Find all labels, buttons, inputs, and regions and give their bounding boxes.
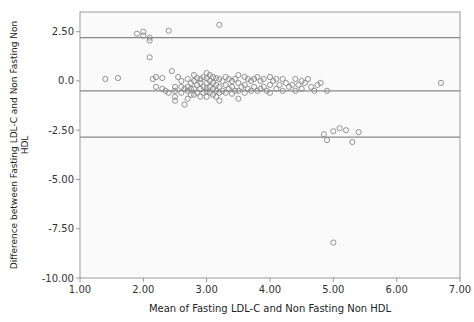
point	[134, 31, 139, 36]
x-tick	[143, 278, 144, 282]
reference-line	[80, 37, 460, 38]
point	[172, 88, 177, 93]
point	[299, 86, 304, 91]
y-tick	[76, 130, 80, 131]
point	[293, 76, 298, 81]
point	[331, 129, 336, 134]
point	[210, 74, 215, 79]
point	[229, 91, 234, 96]
y-axis-label: Difference between Fasting LDL-C and Non…	[9, 21, 30, 270]
plot-area	[80, 22, 460, 245]
point	[261, 76, 266, 81]
point	[274, 76, 279, 81]
point	[191, 72, 196, 77]
point	[324, 137, 329, 142]
x-tick-label: 7.00	[449, 284, 471, 295]
point	[356, 130, 361, 135]
point	[217, 22, 222, 27]
point	[305, 76, 310, 81]
x-tick-label: 4.00	[259, 284, 281, 295]
point	[236, 72, 241, 77]
x-tick	[396, 278, 397, 282]
point	[166, 90, 171, 95]
point	[312, 88, 317, 93]
y-tick-label: -10.00	[42, 273, 74, 284]
point	[217, 98, 222, 103]
y-tick-label: -7.50	[48, 223, 74, 234]
point	[293, 88, 298, 93]
point	[147, 55, 152, 60]
x-tick	[460, 278, 461, 282]
x-axis-label: Mean of Fasting LDL-C and Non Fasting No…	[149, 303, 392, 314]
point	[179, 78, 184, 83]
plot-frame	[80, 12, 460, 278]
point	[438, 80, 443, 85]
point	[153, 74, 158, 79]
x-tick	[80, 278, 81, 282]
y-tick	[76, 179, 80, 180]
y-tick	[76, 80, 80, 81]
point	[350, 139, 355, 144]
x-tick-label: 5.00	[322, 284, 344, 295]
y-tick-label: 2.50	[52, 26, 74, 37]
point	[182, 102, 187, 107]
y-tick-label: -5.00	[48, 174, 74, 185]
x-tick-label: 2.00	[132, 284, 154, 295]
point	[337, 126, 342, 131]
point	[204, 89, 209, 94]
point	[324, 88, 329, 93]
point	[153, 84, 158, 89]
x-tick-label: 6.00	[386, 284, 408, 295]
point	[115, 75, 120, 80]
point	[141, 33, 146, 38]
x-tick-label: 3.00	[196, 284, 218, 295]
point	[280, 88, 285, 93]
point	[160, 75, 165, 80]
point	[343, 128, 348, 133]
y-tick	[76, 228, 80, 229]
point	[214, 75, 219, 80]
point	[321, 132, 326, 137]
point	[331, 240, 336, 245]
point	[147, 38, 152, 43]
point	[169, 69, 174, 74]
x-tick-label: 1.00	[69, 284, 91, 295]
x-tick	[333, 278, 334, 282]
y-tick	[76, 278, 80, 279]
y-tick-label: 0.0	[58, 75, 74, 86]
point	[166, 28, 171, 33]
point	[267, 90, 272, 95]
point	[204, 75, 209, 80]
x-tick	[206, 278, 207, 282]
point	[318, 80, 323, 85]
point	[290, 82, 295, 87]
y-tick	[76, 31, 80, 32]
chart: -10.00 -7.50 -5.00 -2.50 0.0 2.50 1.00 2.00 3.00…	[0, 0, 474, 322]
y-tick-label: -2.50	[48, 125, 74, 136]
point	[172, 98, 177, 103]
reference-line	[80, 137, 460, 138]
x-tick	[270, 278, 271, 282]
point	[277, 82, 282, 87]
point	[195, 75, 200, 80]
point	[103, 76, 108, 81]
point	[236, 96, 241, 101]
